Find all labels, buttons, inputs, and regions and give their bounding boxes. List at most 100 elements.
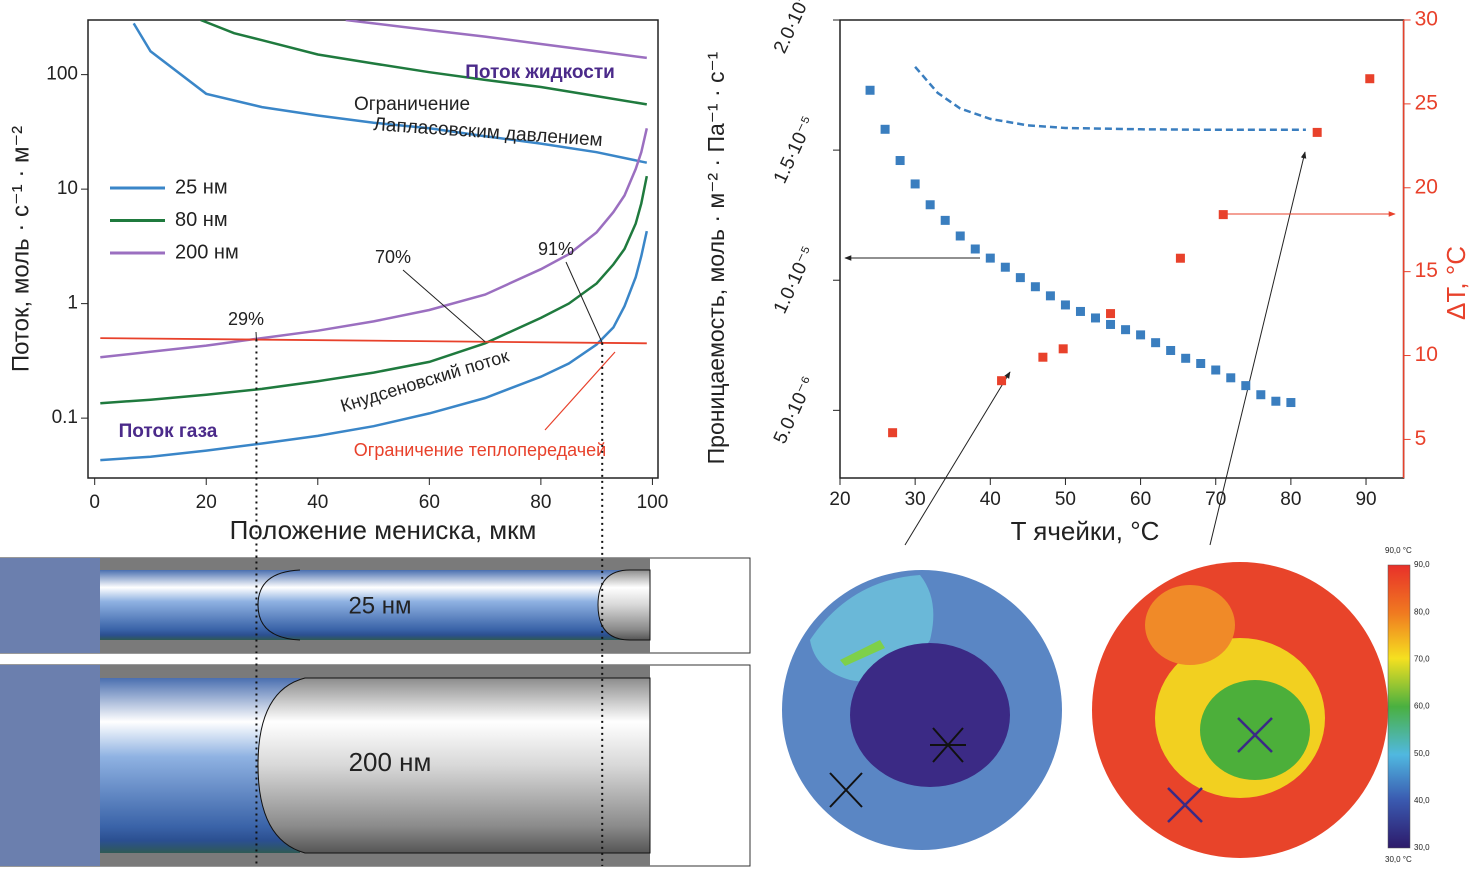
colorbar-tick-label: 30,0	[1414, 843, 1430, 852]
colorbar-tick-label: 70,0	[1414, 654, 1430, 663]
point	[1166, 346, 1175, 355]
annotation: Лапласовским давлением	[373, 114, 604, 151]
y2-tick-label: 25	[1415, 91, 1438, 114]
point	[881, 125, 890, 134]
y2-tick-label: 10	[1415, 343, 1438, 366]
y-axis-title: Поток, моль · с⁻¹ · м⁻²	[7, 126, 34, 372]
point	[1181, 354, 1190, 363]
liquid-curve	[346, 20, 647, 58]
meniscus-label: 91%	[538, 239, 574, 259]
point	[1059, 344, 1068, 353]
point	[1121, 325, 1130, 334]
x-tick-label: 70	[1205, 489, 1226, 510]
point	[1091, 313, 1100, 322]
point	[1038, 353, 1047, 362]
thermal-images: 90,0 °C 30,0 °C	[782, 546, 1412, 864]
y-tick-label: 1.0·10⁻⁵	[770, 243, 819, 317]
point	[1031, 282, 1040, 291]
legend-label: 80 нм	[175, 209, 228, 231]
x-axis-title: T ячейки, °C	[1011, 516, 1160, 546]
tube-diagram: 25 нм 200 нм	[0, 558, 750, 866]
colorbar-tick-label: 90,0	[1414, 560, 1430, 569]
y2-tick-label: 5	[1415, 427, 1427, 450]
meniscus-label: 29%	[228, 309, 264, 329]
y-axis-title: Проницаемость, моль · м⁻² · Па⁻¹ · с⁻¹	[703, 51, 729, 464]
y-tick-label: 2.0·10⁻⁵	[770, 0, 819, 57]
annotation: Ограничение теплопередачей	[354, 440, 606, 460]
point	[956, 231, 965, 240]
x-tick-label: 20	[829, 489, 850, 510]
point	[941, 216, 950, 225]
plot-frame	[840, 20, 1404, 478]
x-tick-label: 90	[1355, 489, 1376, 510]
colorbar-tick-label: 40,0	[1414, 796, 1430, 805]
y-tick-label: 1	[67, 293, 78, 314]
point	[1106, 309, 1115, 318]
point	[1211, 366, 1220, 375]
meniscus-label: 70%	[375, 247, 411, 267]
legend-label: 200 нм	[175, 241, 239, 263]
y2-tick-label: 15	[1415, 259, 1438, 282]
y-tick-label: 100	[46, 64, 78, 85]
point	[971, 245, 980, 254]
point	[997, 376, 1006, 385]
y-tick-label: 1.5·10⁻⁵	[770, 113, 819, 187]
x-tick-label: 60	[1130, 489, 1151, 510]
point	[926, 200, 935, 209]
tube-label: 25 нм	[348, 592, 411, 619]
point	[986, 254, 995, 263]
colorbar-tick-label: 80,0	[1414, 607, 1430, 616]
annotation: Поток жидкости	[465, 62, 615, 83]
y-tick-label: 0.1	[52, 407, 78, 428]
point	[1136, 330, 1145, 339]
annotation: Поток газа	[119, 421, 218, 442]
legend-label: 25 нм	[175, 176, 228, 198]
x-axis-title: Положение мениска, мкм	[230, 515, 537, 545]
point	[1001, 263, 1010, 272]
y-tick-label: 10	[57, 178, 78, 199]
x-tick-label: 0	[89, 492, 100, 513]
point	[866, 86, 875, 95]
point	[1271, 397, 1280, 406]
x-tick-label: 100	[637, 492, 669, 513]
point	[1076, 307, 1085, 316]
y2-axis-title: ΔT, °C	[1441, 246, 1471, 320]
heat-limit-line	[100, 338, 647, 343]
point	[1226, 373, 1235, 382]
point	[1106, 320, 1115, 329]
point	[1256, 390, 1265, 399]
x-tick-label: 80	[1280, 489, 1301, 510]
point	[1241, 381, 1250, 390]
leader-line	[403, 270, 485, 342]
annotation: Кнудсеновский поток	[338, 346, 511, 416]
point	[1219, 210, 1228, 219]
annotation: Ограничение	[354, 94, 470, 115]
point	[1061, 300, 1070, 309]
x-tick-label: 30	[905, 489, 926, 510]
x-tick-label: 80	[530, 492, 551, 513]
point	[888, 428, 897, 437]
point	[1365, 74, 1374, 83]
point	[1046, 291, 1055, 300]
point	[1313, 128, 1322, 137]
dashed-line	[915, 67, 1306, 130]
point	[1196, 359, 1205, 368]
x-tick-label: 60	[419, 492, 440, 513]
colorbar-tick-label: 60,0	[1414, 702, 1430, 711]
colorbar-label: 90,0 °C	[1385, 546, 1412, 555]
y-tick-label: 5.0·10⁻⁶	[770, 373, 819, 447]
point	[896, 156, 905, 165]
x-tick-label: 40	[980, 489, 1001, 510]
arrows	[545, 152, 1395, 545]
tube-label: 200 нм	[349, 747, 432, 777]
point	[1176, 254, 1185, 263]
point	[1016, 273, 1025, 282]
y2-tick-label: 20	[1415, 175, 1438, 198]
point	[911, 179, 920, 188]
x-tick-label: 50	[1055, 489, 1076, 510]
x-tick-label: 20	[196, 492, 217, 513]
y2-tick-label: 30	[1415, 8, 1438, 31]
point	[1151, 338, 1160, 347]
x-tick-label: 40	[307, 492, 328, 513]
